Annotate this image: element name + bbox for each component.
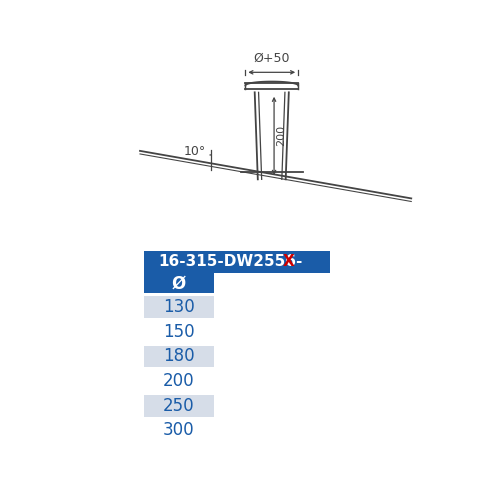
Text: 200: 200 bbox=[163, 372, 194, 390]
Bar bbox=[144, 395, 214, 416]
Text: 250: 250 bbox=[163, 396, 194, 414]
Text: 16-315-DW2556-: 16-315-DW2556- bbox=[158, 254, 303, 269]
Bar bbox=[144, 274, 214, 293]
Text: 150: 150 bbox=[163, 323, 194, 341]
Text: Ø+50: Ø+50 bbox=[254, 52, 290, 64]
Bar bbox=[144, 370, 214, 392]
Bar bbox=[144, 321, 214, 342]
Text: 300: 300 bbox=[163, 422, 194, 440]
Text: 200: 200 bbox=[276, 126, 286, 146]
Text: 130: 130 bbox=[163, 298, 194, 316]
Text: Ø: Ø bbox=[172, 274, 186, 292]
Text: 10°: 10° bbox=[184, 144, 206, 158]
Bar bbox=[144, 420, 214, 441]
Text: X: X bbox=[283, 254, 294, 269]
Bar bbox=[144, 296, 214, 318]
Bar bbox=[144, 346, 214, 367]
Text: 180: 180 bbox=[163, 348, 194, 366]
Bar bbox=[144, 251, 330, 272]
